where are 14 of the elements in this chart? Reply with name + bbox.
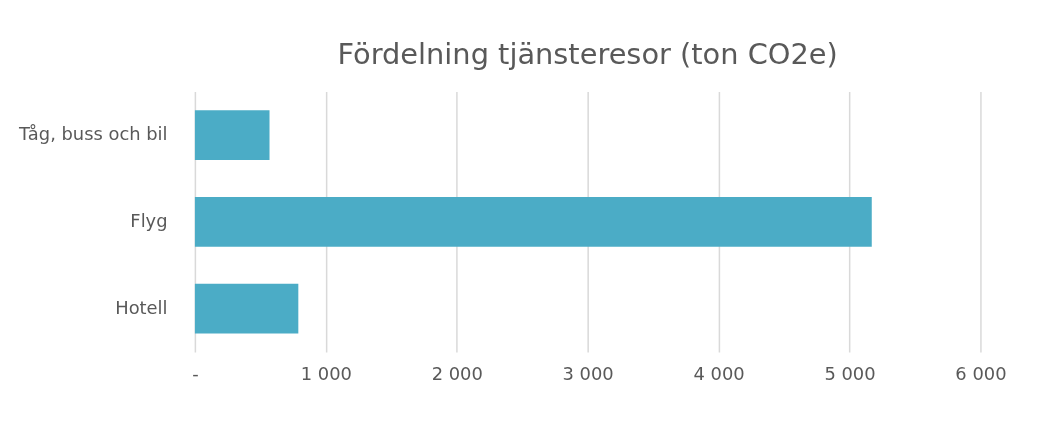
x-tick-label: 2 000 — [431, 363, 483, 385]
x-tick-label: - — [192, 363, 199, 385]
y-tick-label: Tåg, buss och bil — [18, 122, 168, 144]
y-tick-label: Hotell — [115, 296, 168, 318]
chart-title: Fördelning tjänsteresor (ton CO2e) — [337, 36, 838, 71]
bar — [194, 283, 299, 334]
y-tick-label: Flyg — [130, 209, 168, 231]
x-tick-label: 6 000 — [955, 363, 1007, 385]
x-tick-label: 5 000 — [824, 363, 876, 385]
bar — [194, 110, 270, 160]
x-tick-label: 4 000 — [693, 363, 745, 385]
bar — [194, 197, 872, 247]
x-tick-label: 3 000 — [562, 363, 614, 385]
x-tick-label: 1 000 — [300, 363, 352, 385]
